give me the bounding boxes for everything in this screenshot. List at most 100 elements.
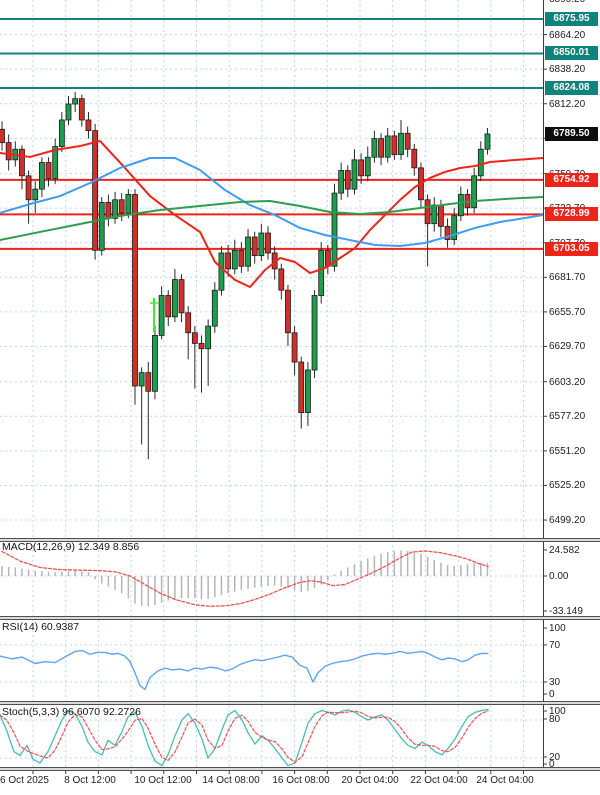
candle-body: [437, 204, 444, 227]
rsi-line: [0, 649, 489, 691]
current-price-box: 6789.50: [545, 126, 598, 141]
candle-body: [457, 194, 464, 217]
scale-label: 0.00: [549, 571, 569, 582]
scale-label: 80: [549, 714, 561, 725]
candle-body: [72, 98, 79, 105]
candle-body: [404, 132, 411, 150]
panel-separator[interactable]: [0, 701, 600, 705]
time-axis-label: 22 Oct 04:00: [410, 775, 468, 786]
candle-body: [52, 146, 59, 179]
price-level-box: 6703.05: [545, 241, 598, 256]
price-level-box: 6754.92: [545, 172, 598, 187]
candle-body: [251, 236, 258, 257]
price-tick-label: 6551.20: [549, 445, 586, 457]
scale-label: 0: [549, 689, 555, 700]
candle-body: [39, 162, 45, 190]
ma-green: [0, 195, 544, 242]
price-tick-label: 6577.20: [549, 411, 586, 423]
price-tick-label: 6655.70: [549, 306, 586, 318]
candle-body: [304, 369, 311, 413]
candle-body: [371, 138, 378, 158]
candle-body: [451, 215, 458, 241]
candle-body: [158, 295, 165, 336]
candle-body: [291, 332, 298, 363]
candle-body: [205, 325, 212, 350]
price-tick-label: 6812.20: [549, 98, 586, 110]
time-axis-label: 10 Oct 12:00: [134, 775, 192, 786]
scale-label: 24.582: [549, 545, 580, 556]
candle-body: [245, 236, 251, 267]
candle-body: [258, 232, 265, 257]
panel-separator[interactable]: [0, 538, 600, 542]
scale-label: 30: [549, 677, 561, 688]
candle-body: [0, 128, 5, 143]
scale-label: 20: [549, 752, 561, 763]
candle-body: [92, 130, 98, 251]
scale-label: 70: [549, 640, 561, 651]
candle-body: [311, 295, 318, 371]
candle-body: [358, 159, 365, 177]
price-level-box: 6850.01: [545, 46, 598, 61]
candle-body: [344, 170, 351, 190]
candle-body: [298, 361, 305, 413]
candle-body: [65, 103, 72, 121]
candle-body: [278, 268, 285, 291]
time-axis-label: 16 Oct 08:00: [272, 775, 330, 786]
candle-body: [185, 312, 192, 334]
candle-body: [218, 252, 225, 291]
candle-body: [484, 133, 491, 150]
stoch-d-line: [0, 710, 489, 763]
ma-blue: [0, 157, 544, 248]
price-tick-label: 6629.70: [549, 341, 586, 353]
candle-body: [138, 372, 145, 387]
candle-body: [364, 156, 371, 177]
candle-body: [132, 194, 138, 387]
candle-body: [398, 132, 404, 155]
time-axis-label: 20 Oct 04:00: [341, 775, 399, 786]
candle-body: [444, 225, 451, 241]
candle-body: [477, 148, 484, 177]
panel-separator[interactable]: [0, 616, 600, 620]
candle-body: [191, 332, 198, 344]
candle-body: [112, 199, 118, 219]
candle-body: [5, 142, 12, 161]
price-level-box: 6728.99: [545, 207, 598, 222]
panel-separator[interactable]: [0, 767, 600, 771]
candle-body: [231, 249, 238, 270]
candle-body: [285, 289, 291, 334]
price-level-box: 6875.95: [545, 11, 598, 26]
time-axis-label: 8 Oct 12:00: [64, 775, 116, 786]
candle-body: [331, 192, 338, 267]
candle-body: [98, 202, 105, 251]
scale-label: 100: [549, 706, 566, 717]
candle-body: [85, 119, 92, 132]
candle-body: [171, 279, 178, 318]
scale-label: 100: [549, 623, 566, 634]
macd-indicator-label: MACD(12,26,9) 12.349 8.856: [2, 541, 140, 553]
candle-body: [32, 188, 39, 201]
macd-signal-line: [1, 550, 489, 608]
candle-body: [378, 138, 384, 158]
stoch-k-line: [0, 708, 489, 767]
candle-body: [265, 232, 271, 254]
ma-red: [0, 139, 544, 289]
candle-body: [471, 175, 478, 209]
time-axis-label: 14 Oct 08:00: [202, 775, 260, 786]
candle-body: [198, 343, 205, 350]
price-tick-label: 6603.20: [549, 376, 586, 388]
candle-body: [105, 202, 112, 219]
stoch-indicator-label: Stoch(5,3,3) 96.6070 92.2726: [2, 706, 141, 718]
candle-body: [25, 175, 32, 201]
candle-body: [338, 170, 345, 194]
candle-body: [78, 98, 85, 121]
candle-body: [118, 199, 125, 214]
candle-body: [19, 148, 25, 177]
candle-body: [58, 119, 65, 147]
candle-body: [318, 249, 325, 296]
candle-body: [145, 372, 152, 392]
time-axis-label: 24 Oct 04:00: [476, 775, 534, 786]
candle-body: [152, 335, 158, 392]
candle-body: [211, 289, 218, 327]
